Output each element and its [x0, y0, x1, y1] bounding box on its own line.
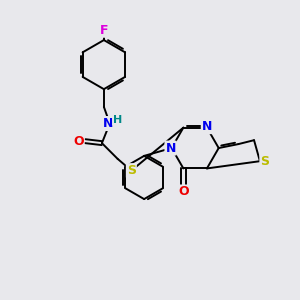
Text: O: O: [73, 135, 84, 148]
Text: S: S: [260, 155, 269, 168]
Text: N: N: [202, 120, 212, 133]
Text: H: H: [113, 115, 122, 124]
Text: N: N: [165, 142, 176, 154]
Text: N: N: [103, 117, 113, 130]
Text: S: S: [127, 164, 136, 177]
Text: O: O: [178, 185, 189, 199]
Text: F: F: [100, 24, 108, 37]
